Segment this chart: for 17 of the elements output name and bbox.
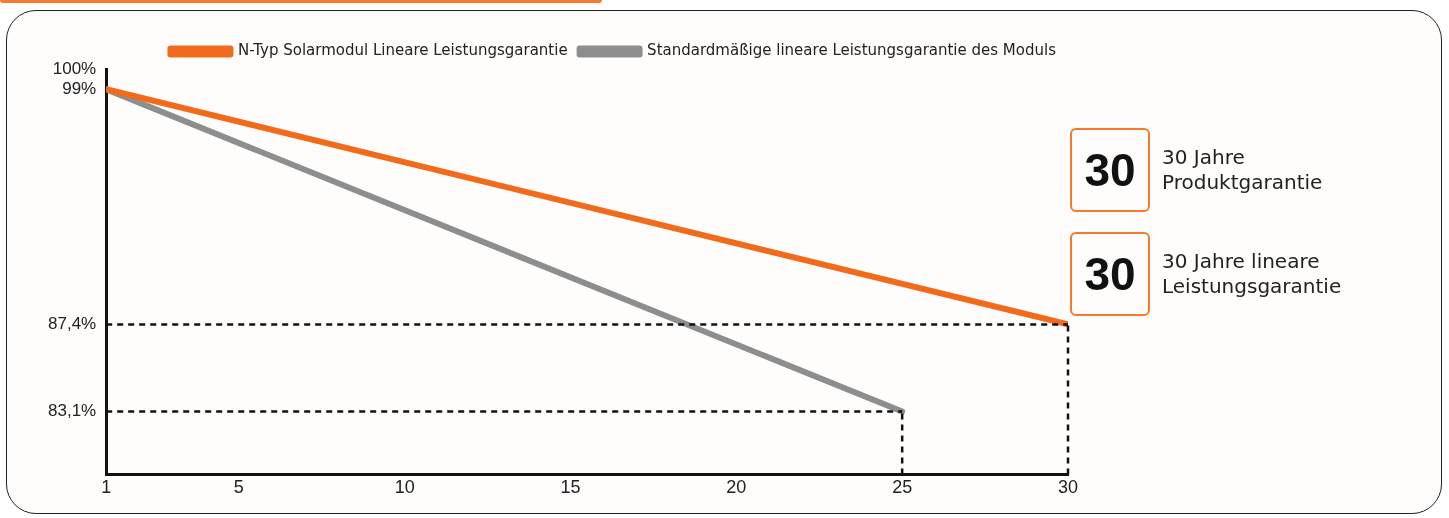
y-tick-label: 83,1% xyxy=(48,401,97,421)
y-tick-label: 99% xyxy=(62,78,97,98)
legend-label: Standardmäßige lineare Leistungsgarantie des Moduls xyxy=(647,41,1057,60)
x-tick-label: 25 xyxy=(892,477,913,498)
y-tick-label: 100% xyxy=(52,58,97,78)
x-tick-label: 10 xyxy=(394,477,415,498)
text: 30 xyxy=(1070,232,1150,316)
x-tick-label: 1 xyxy=(101,477,112,498)
text: 30 Jahre lineare Leistungsgarantie xyxy=(1162,249,1343,299)
x-tick-label: 15 xyxy=(560,477,581,498)
text: 30 xyxy=(1070,128,1150,212)
y-tick-label: 87,4% xyxy=(48,314,97,334)
legend-label: N-Typ Solarmodul Lineare Leistungsgarantie xyxy=(237,41,568,60)
x-tick-label: 30 xyxy=(1057,477,1079,498)
x-tick-label: 5 xyxy=(233,477,244,498)
x-tick-label: 20 xyxy=(726,477,747,498)
text: 30 Jahre Produktgarantie xyxy=(1162,145,1324,195)
